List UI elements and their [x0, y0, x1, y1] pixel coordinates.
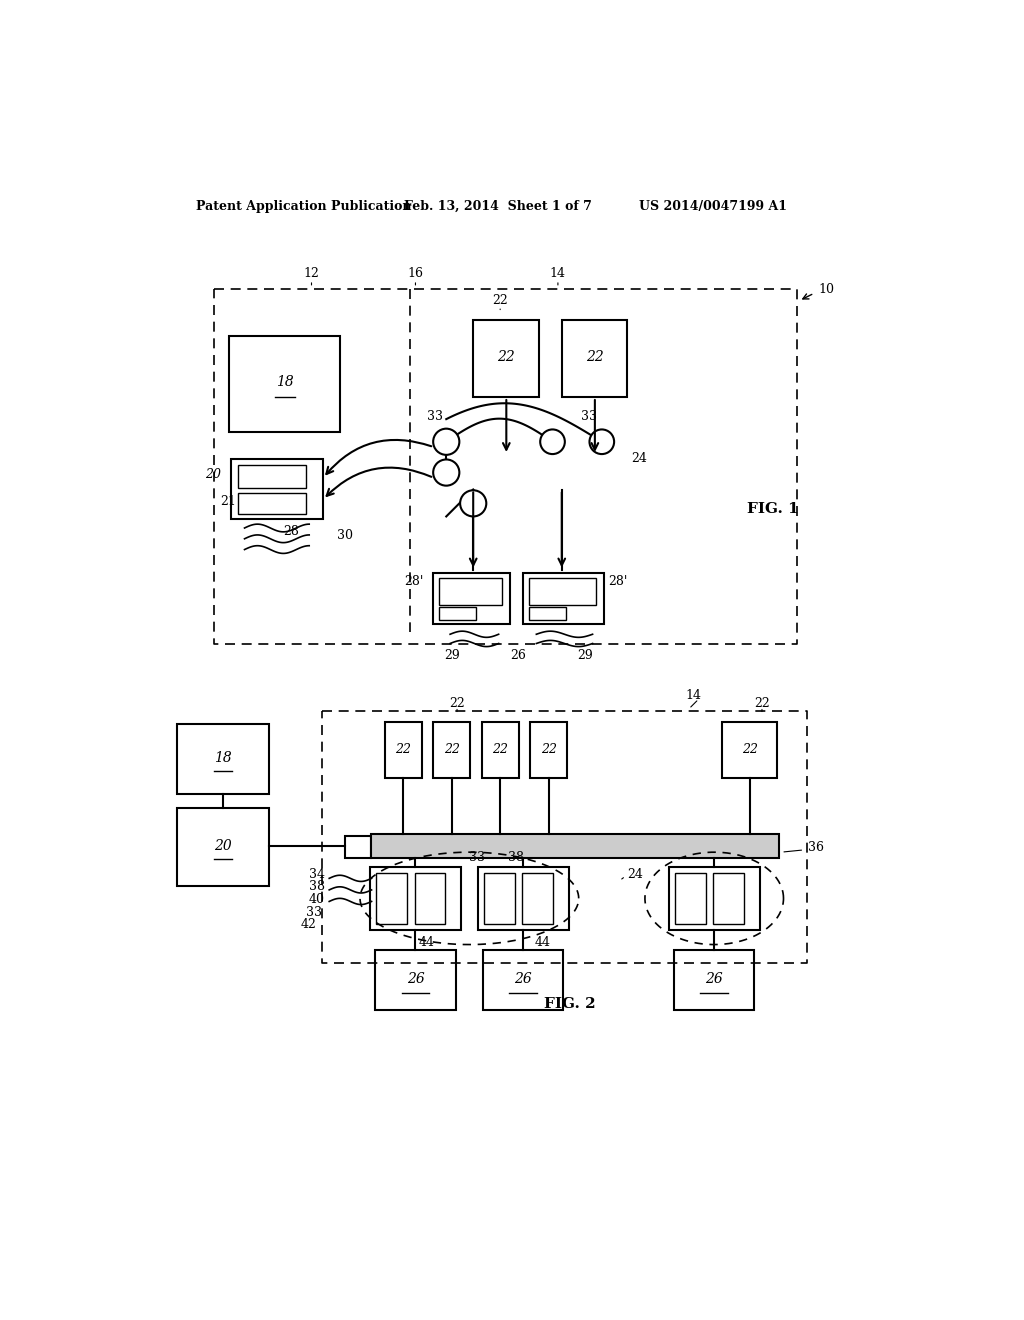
FancyBboxPatch shape: [478, 867, 568, 929]
Text: 20: 20: [206, 467, 221, 480]
FancyBboxPatch shape: [385, 722, 422, 779]
Text: 22: 22: [754, 697, 770, 710]
FancyBboxPatch shape: [528, 607, 565, 620]
Text: 21: 21: [220, 495, 236, 508]
FancyBboxPatch shape: [229, 335, 340, 432]
FancyBboxPatch shape: [370, 867, 461, 929]
Text: 33: 33: [427, 409, 442, 422]
Text: 12: 12: [303, 268, 319, 280]
Text: 44: 44: [419, 936, 435, 949]
FancyBboxPatch shape: [484, 873, 515, 924]
Text: 22: 22: [586, 350, 604, 364]
Text: 44: 44: [535, 936, 551, 949]
FancyBboxPatch shape: [239, 494, 306, 515]
FancyBboxPatch shape: [438, 578, 503, 605]
FancyBboxPatch shape: [438, 607, 475, 620]
Text: 33: 33: [305, 907, 322, 920]
FancyBboxPatch shape: [345, 836, 371, 858]
Text: 33: 33: [469, 851, 485, 865]
Text: 34: 34: [308, 869, 325, 880]
Text: 40: 40: [308, 892, 325, 906]
FancyBboxPatch shape: [675, 873, 706, 924]
Text: 26: 26: [510, 648, 525, 661]
Text: 26: 26: [706, 973, 723, 986]
FancyBboxPatch shape: [177, 808, 269, 886]
Text: 22: 22: [541, 743, 557, 756]
FancyBboxPatch shape: [714, 873, 744, 924]
Circle shape: [433, 459, 460, 486]
Text: US 2014/0047199 A1: US 2014/0047199 A1: [639, 199, 786, 213]
Text: 42: 42: [301, 917, 316, 931]
Text: 38: 38: [508, 851, 523, 865]
Text: 16: 16: [408, 268, 424, 280]
Text: 10: 10: [818, 282, 835, 296]
Text: 36: 36: [808, 841, 824, 854]
Text: 28': 28': [403, 576, 423, 589]
Text: 24: 24: [631, 453, 647, 465]
Text: 28': 28': [608, 576, 628, 589]
Text: FIG. 2: FIG. 2: [544, 997, 595, 1011]
Text: 30: 30: [337, 529, 352, 543]
Text: 26: 26: [407, 973, 424, 986]
Text: Patent Application Publication: Patent Application Publication: [196, 199, 412, 213]
Text: Feb. 13, 2014  Sheet 1 of 7: Feb. 13, 2014 Sheet 1 of 7: [403, 199, 592, 213]
Text: 22: 22: [443, 743, 460, 756]
Text: 14: 14: [550, 268, 566, 280]
Text: 22: 22: [450, 697, 465, 710]
Text: 29: 29: [577, 648, 593, 661]
Text: 24: 24: [628, 869, 643, 880]
FancyBboxPatch shape: [177, 725, 269, 793]
FancyBboxPatch shape: [522, 873, 553, 924]
FancyBboxPatch shape: [523, 573, 604, 624]
Text: 33: 33: [581, 409, 597, 422]
Text: 22: 22: [493, 294, 508, 308]
Circle shape: [460, 490, 486, 516]
Text: 26: 26: [514, 973, 532, 986]
Text: FIG. 1: FIG. 1: [746, 502, 799, 516]
Text: 22: 22: [741, 743, 758, 756]
FancyBboxPatch shape: [669, 867, 760, 929]
Circle shape: [590, 429, 614, 454]
Circle shape: [541, 429, 565, 454]
FancyBboxPatch shape: [481, 722, 518, 779]
Text: 22: 22: [395, 743, 412, 756]
FancyBboxPatch shape: [415, 873, 445, 924]
Text: 14: 14: [685, 689, 701, 702]
FancyBboxPatch shape: [722, 722, 777, 779]
FancyBboxPatch shape: [371, 834, 779, 858]
Text: 38: 38: [308, 879, 325, 892]
FancyBboxPatch shape: [376, 873, 407, 924]
FancyBboxPatch shape: [530, 722, 567, 779]
Text: 22: 22: [498, 350, 515, 364]
FancyBboxPatch shape: [483, 950, 563, 1010]
Text: 22: 22: [493, 743, 508, 756]
FancyBboxPatch shape: [239, 465, 306, 488]
FancyBboxPatch shape: [433, 573, 510, 624]
FancyBboxPatch shape: [528, 578, 596, 605]
FancyBboxPatch shape: [230, 459, 323, 519]
FancyBboxPatch shape: [473, 321, 539, 397]
Text: 18: 18: [214, 751, 231, 766]
FancyBboxPatch shape: [433, 722, 470, 779]
Circle shape: [433, 429, 460, 455]
FancyBboxPatch shape: [674, 950, 755, 1010]
Text: 18: 18: [275, 375, 294, 388]
FancyBboxPatch shape: [562, 321, 628, 397]
FancyBboxPatch shape: [376, 950, 456, 1010]
Text: 29: 29: [444, 648, 461, 661]
Text: 28: 28: [283, 525, 299, 539]
Text: 20: 20: [214, 840, 231, 853]
